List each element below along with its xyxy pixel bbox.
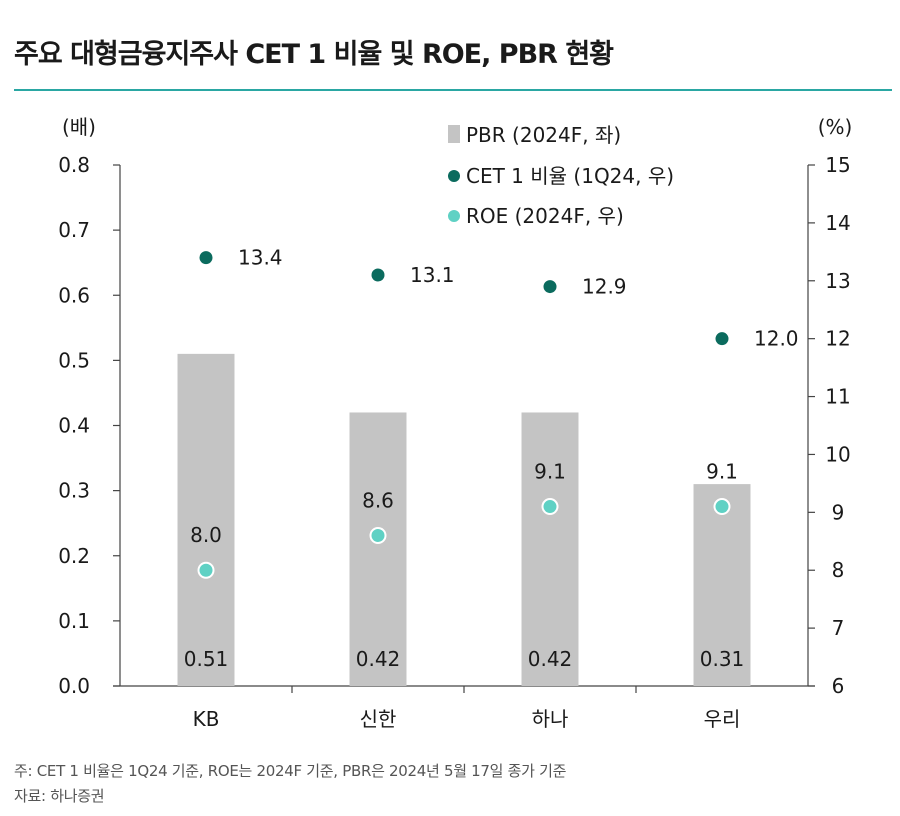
- right-axis-tick-label: 13: [825, 269, 850, 293]
- source-note: 자료: 하나증권: [14, 787, 105, 805]
- right-axis-tick-label: 8: [832, 558, 845, 582]
- cet1-dot: [371, 268, 385, 282]
- x-axis-category-label: 하나: [532, 707, 569, 731]
- cet1-data-label: 13.1: [410, 263, 455, 287]
- roe-data-label: 9.1: [534, 460, 566, 484]
- right-axis-tick-label: 15: [825, 153, 850, 177]
- legend-roe-label: ROE (2024F, 우): [466, 204, 624, 228]
- title-divider: [14, 89, 892, 91]
- left-axis-unit-label: (배): [62, 115, 96, 139]
- x-axis-category-label: 우리: [704, 707, 741, 731]
- left-axis-tick-label: 0.8: [58, 153, 90, 177]
- chart-title: 주요 대형금융지주사 CET 1 비율 및 ROE, PBR 현황: [14, 39, 614, 70]
- pbr-bar: [177, 353, 235, 686]
- left-axis-tick-label: 0.7: [58, 218, 90, 242]
- roe-data-label: 8.6: [362, 488, 394, 512]
- right-axis-tick-label: 9: [832, 500, 845, 524]
- right-axis-tick-label: 12: [825, 327, 850, 351]
- left-axis-tick-label: 0.3: [58, 479, 90, 503]
- x-axis-category-label: KB: [193, 707, 220, 731]
- right-axis-tick-label: 7: [832, 616, 845, 640]
- left-axis-tick-label: 0.5: [58, 348, 90, 372]
- roe-data-label: 9.1: [706, 460, 738, 484]
- right-axis-unit-label: (%): [818, 115, 853, 139]
- right-axis-tick-label: 11: [825, 385, 850, 409]
- left-axis-tick-label: 0.4: [58, 414, 90, 438]
- roe-dot: [713, 498, 731, 516]
- cet1-data-label: 13.4: [238, 246, 283, 270]
- legend-pbr-swatch: [448, 125, 460, 143]
- footnote: 주: CET 1 비율은 1Q24 기준, ROE는 2024F 기준, PBR…: [14, 762, 567, 780]
- roe-dot: [197, 561, 215, 579]
- legend-roe-swatch: [446, 208, 462, 224]
- cet1-data-label: 12.9: [582, 275, 627, 299]
- roe-data-label: 8.0: [190, 523, 222, 547]
- cet1-data-label: 12.0: [754, 327, 799, 351]
- left-axis-tick-label: 0.2: [58, 544, 90, 568]
- pbr-bar-label: 0.31: [700, 647, 745, 671]
- legend-cet1-swatch: [448, 170, 460, 182]
- left-axis-tick-label: 0.6: [58, 283, 90, 307]
- left-axis-tick-label: 0.1: [58, 609, 90, 633]
- pbr-bar-label: 0.42: [356, 647, 401, 671]
- left-axis-tick-label: 0.0: [58, 674, 90, 698]
- pbr-bar: [349, 412, 407, 686]
- cet1-dot: [199, 251, 213, 265]
- pbr-bar: [693, 484, 751, 686]
- cet1-dot: [543, 280, 557, 294]
- cet1-dot: [715, 332, 729, 346]
- legend-pbr-label: PBR (2024F, 좌): [466, 123, 621, 147]
- right-axis-tick-label: 10: [825, 442, 850, 466]
- legend-cet1-label: CET 1 비율 (1Q24, 우): [466, 164, 674, 188]
- right-axis-tick-label: 6: [832, 674, 845, 698]
- pbr-bar-label: 0.51: [184, 647, 229, 671]
- pbr-bar: [521, 412, 579, 686]
- roe-dot: [369, 526, 387, 544]
- pbr-bar-label: 0.42: [528, 647, 573, 671]
- right-axis-tick-label: 14: [825, 211, 850, 235]
- x-axis-category-label: 신한: [360, 707, 397, 731]
- roe-dot: [541, 498, 559, 516]
